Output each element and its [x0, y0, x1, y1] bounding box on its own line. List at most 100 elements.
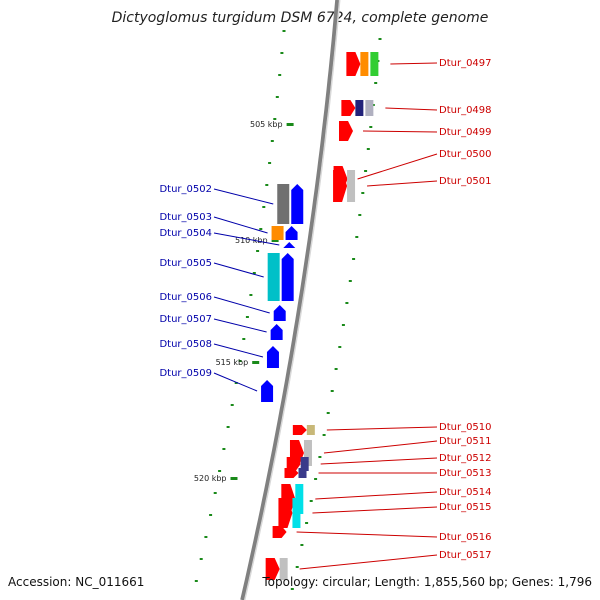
gc-dot — [338, 346, 342, 348]
gc-dot — [213, 492, 217, 494]
map-title: Dictyoglomus turgidum DSM 6724, complete… — [112, 10, 489, 26]
gc-dot — [369, 126, 373, 128]
gene-label-reverse: Dtur_0502 — [159, 184, 212, 195]
tick-label: 520 kbp — [194, 474, 227, 483]
gene-label-forward: Dtur_0501 — [439, 176, 492, 187]
gc-dot — [345, 302, 349, 304]
gc-dot — [358, 214, 362, 216]
reverse-gene-arrow — [285, 226, 298, 240]
forward-gene-arrow — [346, 52, 361, 76]
gene-label-forward: Dtur_0516 — [439, 532, 492, 543]
forward-gene-arrow — [338, 121, 353, 141]
gc-dot — [374, 82, 378, 84]
gc-dot — [334, 368, 338, 370]
label-leader-line — [213, 372, 258, 392]
forward-gene-arrow — [272, 526, 287, 538]
gene-annotation-block — [365, 100, 374, 116]
gene-label-forward: Dtur_0512 — [439, 453, 492, 464]
reverse-gene-arrow — [273, 305, 286, 321]
gene-annotation-block — [298, 468, 307, 478]
forward-gene-arrow — [286, 457, 301, 471]
gene-label-reverse: Dtur_0505 — [159, 258, 212, 269]
forward-gene-arrow — [265, 558, 280, 580]
label-leader-line — [213, 296, 270, 314]
gc-content-dots — [194, 30, 382, 590]
gc-dot — [275, 96, 279, 98]
label-leader-line — [326, 426, 438, 431]
gene-annotation-block — [306, 425, 315, 435]
gene-features — [261, 52, 379, 580]
label-leader-line — [296, 531, 438, 538]
gc-dot — [259, 228, 263, 230]
tick-label: 505 kbp — [250, 120, 283, 129]
gene-label-forward: Dtur_0511 — [439, 436, 492, 447]
label-leader-line — [299, 554, 438, 570]
label-leader-line — [213, 188, 274, 205]
gc-dot — [204, 536, 208, 538]
genome-backbone — [240, 0, 341, 600]
label-leader-line — [213, 216, 268, 234]
gc-dot — [305, 522, 309, 524]
label-leader-line — [213, 318, 267, 333]
gc-dot — [252, 272, 256, 274]
gc-dot — [295, 566, 299, 568]
gene-label-reverse: Dtur_0506 — [159, 292, 212, 303]
gene-label-reverse: Dtur_0509 — [159, 368, 212, 379]
gc-dot — [326, 412, 330, 414]
gc-dot — [300, 544, 304, 546]
genome-summary-label: Topology: circular; Length: 1,855,560 bp… — [261, 575, 592, 589]
gc-dot — [273, 118, 277, 120]
gc-dot — [290, 588, 294, 590]
gene-label-forward: Dtur_0513 — [439, 468, 492, 479]
forward-gene-arrow — [292, 425, 307, 435]
label-leader-line — [315, 491, 438, 500]
gc-dot — [309, 500, 313, 502]
reverse-gene-arrow — [281, 253, 294, 301]
tick-label: 510 kbp — [235, 236, 268, 245]
gene-label-reverse: Dtur_0503 — [159, 212, 212, 223]
reverse-gene-arrow — [270, 324, 283, 340]
gc-dot — [318, 456, 322, 458]
gene-annotation-block — [277, 184, 290, 224]
label-leader-line — [367, 180, 438, 187]
gene-annotation-block — [355, 100, 364, 116]
tick-mark — [230, 477, 238, 480]
gene-label-reverse: Dtur_0507 — [159, 314, 212, 325]
tick-mark — [252, 361, 260, 364]
gene-annotation-block — [279, 558, 288, 580]
gc-dot — [280, 52, 284, 54]
backbone-line — [240, 0, 340, 600]
reverse-gene-arrow — [261, 380, 274, 402]
gc-dot — [194, 580, 198, 582]
gene-annotation-block — [271, 226, 284, 240]
gc-dot — [265, 184, 269, 186]
gc-dot — [355, 236, 359, 238]
gene-annotation-block — [292, 498, 301, 528]
gc-dot — [366, 148, 370, 150]
gene-label-forward: Dtur_0510 — [439, 422, 492, 433]
label-leader-line — [357, 153, 438, 180]
gc-dot — [249, 294, 253, 296]
tick-label: 515 kbp — [216, 358, 249, 367]
gc-dot — [322, 434, 326, 436]
label-leader-line — [323, 440, 438, 454]
forward-gene-arrow — [284, 468, 299, 478]
gene-annotation-block — [300, 457, 309, 471]
gc-dot — [242, 338, 246, 340]
gc-dot — [222, 448, 226, 450]
tick-mark — [286, 123, 294, 126]
gc-dot — [209, 514, 213, 516]
gc-dot — [199, 558, 203, 560]
accession-label: Accession: NC_011661 — [8, 575, 144, 589]
gene-label-forward: Dtur_0514 — [439, 487, 492, 498]
gc-dot — [230, 404, 234, 406]
forward-gene-arrow — [333, 170, 348, 202]
gc-dot — [361, 192, 365, 194]
gc-dot — [245, 316, 249, 318]
gene-annotation-block — [303, 440, 312, 466]
forward-gene-arrow — [278, 498, 293, 528]
gc-dot — [238, 360, 242, 362]
gc-dot — [262, 206, 266, 208]
gc-dot — [256, 250, 260, 252]
gc-dot — [352, 258, 356, 260]
